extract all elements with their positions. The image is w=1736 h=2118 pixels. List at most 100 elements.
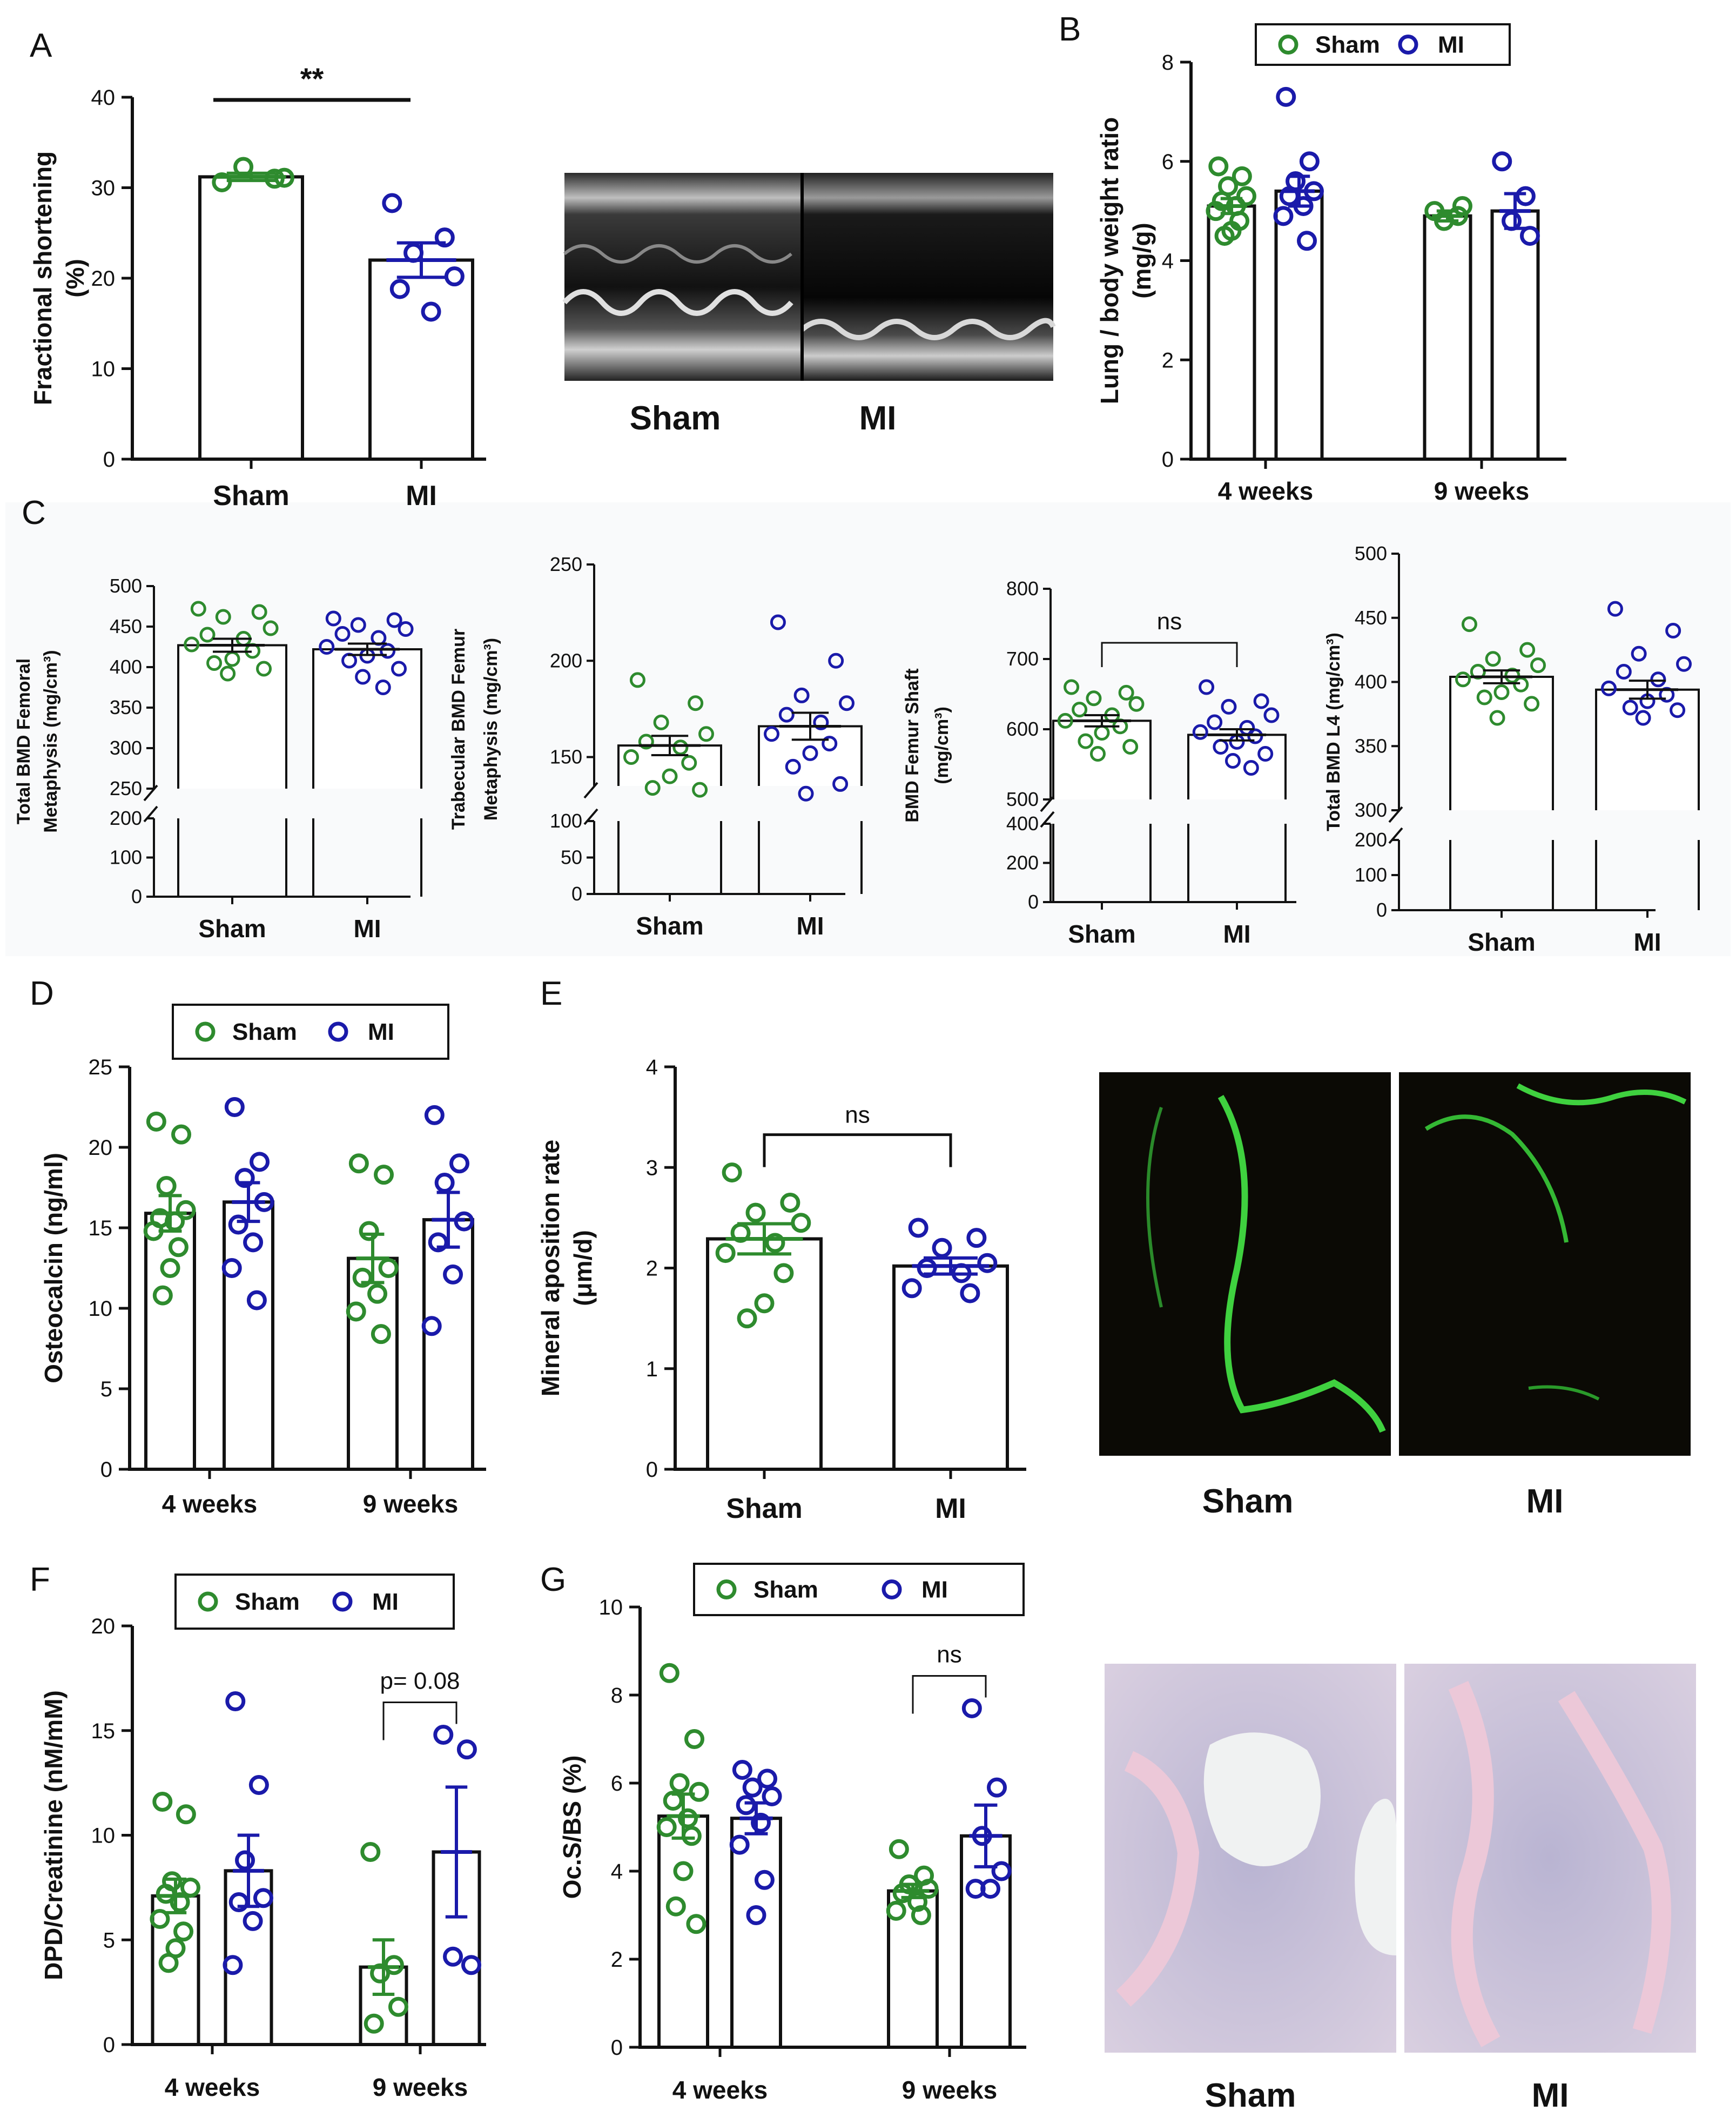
chart-e: E 0 1 2 3 4 Mineral aposition rate (μm/d) Sham MI… — [536, 975, 1026, 1524]
C2-y-axis-label-0: Trabecular BMD Femur — [448, 629, 469, 830]
F-4-weeks-mi-point-0 — [225, 1691, 246, 1711]
B-4-weeks-mi-bar — [1274, 189, 1324, 461]
F-y-axis-label-0: DPD/Creatinine (nM/mM) — [39, 1690, 68, 1980]
C2-mi-bar-lower — [758, 821, 863, 894]
F-legend-label-sham: Sham — [235, 1589, 300, 1615]
C3-sham-point-9 — [1078, 733, 1094, 749]
C2-mi-point-2 — [793, 687, 810, 703]
A-category-mi: MI — [406, 480, 437, 512]
C1-sham-point-9 — [206, 655, 223, 671]
B-ytick-label-8: 8 — [1162, 51, 1174, 75]
fluorescence-label-mi: MI — [1526, 1483, 1564, 1520]
C4-ytick-low-label-0: 0 — [1376, 899, 1387, 921]
C1-sham-point-0 — [190, 601, 206, 617]
C1-ytick-label-300: 300 — [110, 737, 142, 759]
A-ytick-label-20: 20 — [91, 267, 116, 291]
echo-image-sham — [564, 173, 802, 381]
B-ytick-label-0: 0 — [1162, 448, 1174, 472]
F-4-weeks-sham-point-6 — [150, 1909, 170, 1929]
C1-ytick-label-500: 500 — [110, 575, 142, 597]
C1-mi-point-6 — [319, 639, 335, 655]
C1-sham-point-4 — [199, 627, 216, 643]
C2-ytick-label-150: 150 — [550, 746, 582, 768]
D-ytick-label-20: 20 — [89, 1136, 113, 1160]
G-4-weeks-sham-point-6 — [656, 1817, 677, 1837]
C2-sham-point-9 — [644, 780, 661, 796]
D-9-weeks-sham-point-1 — [374, 1165, 394, 1185]
C4-sham-point-9 — [1476, 689, 1492, 705]
F-4-weeks-mi-point-2 — [235, 1850, 255, 1871]
C3-sig-label: ns — [1157, 608, 1182, 635]
F-ytick-label-20: 20 — [91, 1615, 116, 1638]
panel-letter-b: B — [1059, 11, 1081, 48]
C4-mi-point-2 — [1631, 646, 1647, 662]
B-4-weeks-mi-point-6 — [1273, 206, 1294, 226]
chart-c3: 500 600 700 800 0 200 400 BMD Femur Shaft (mg/cm… — [902, 577, 1296, 948]
C1-mi-point-7 — [380, 643, 396, 659]
C3-ytick-low-label-0: 0 — [1028, 891, 1039, 913]
D-9-weeks-sham-point-4 — [352, 1267, 373, 1288]
C1-mi-point-10 — [391, 661, 407, 677]
C4-sham-point-0 — [1461, 616, 1477, 633]
echo-divider — [800, 173, 804, 381]
C4-mi-point-6 — [1601, 680, 1617, 696]
G-ytick-label-8: 8 — [611, 1684, 623, 1707]
C1-ytick-label-250: 250 — [110, 777, 142, 799]
D-ytick-label-5: 5 — [100, 1377, 112, 1401]
D-4-weeks-sham-point-3 — [176, 1200, 196, 1220]
D-4-weeks-mi-point-2 — [234, 1168, 255, 1188]
G-legend-label-mi: MI — [921, 1577, 948, 1603]
C3-sham-point-3 — [1128, 696, 1145, 712]
E-sham-point-2 — [745, 1202, 766, 1223]
C2-sham-point-10 — [692, 782, 708, 798]
E-sham-point-8 — [754, 1293, 775, 1314]
C1-axis-break-0 — [143, 784, 158, 802]
F-9-weeks-mi-point-2 — [443, 1946, 463, 1967]
panel-letter-e: E — [540, 975, 562, 1012]
fluorescence-images: Sham MI — [1099, 1072, 1691, 1520]
C2-sham-point-0 — [629, 672, 645, 688]
D-4-weeks-mi-point-5 — [243, 1232, 264, 1253]
C3-sham-point-10 — [1122, 739, 1139, 755]
B-4-weeks-sham-point-9 — [1214, 226, 1235, 246]
F-4-weeks-sham-point-1 — [176, 1804, 196, 1825]
E-y-axis-label-1: (μm/d) — [569, 1230, 597, 1306]
C1-sham-point-2 — [215, 609, 231, 625]
echo-label-mi: MI — [859, 400, 897, 437]
B-4-weeks-sham-bar — [1207, 204, 1256, 461]
C1-sham-point-11 — [220, 665, 236, 682]
F-4-weeks-sham-point-0 — [152, 1792, 173, 1812]
D-legend-marker-mi — [328, 1021, 348, 1042]
B-9-weeks-mi-point-3 — [1519, 226, 1540, 246]
E-sham-point-3 — [791, 1213, 811, 1233]
chart-b: B 0 2 4 6 8 Lung / body weight ratio (mg/g) 4 we… — [1059, 11, 1566, 505]
G-4-weeks-mi-point-1 — [757, 1769, 778, 1789]
E-ytick-label-4: 4 — [646, 1055, 658, 1079]
A-mi-point-1 — [434, 227, 455, 248]
D-9-weeks-sham-point-0 — [348, 1153, 369, 1174]
D-9-weeks-mi-point-4 — [428, 1232, 448, 1253]
C3-ytick-label-500: 500 — [1006, 788, 1039, 810]
C2-sham-point-6 — [623, 749, 640, 765]
A-mi-point-4 — [389, 279, 410, 299]
G-4-weeks-sham-point-3 — [689, 1781, 709, 1802]
C3-sham-point-2 — [1086, 690, 1102, 707]
D-4-weeks-sham-point-0 — [146, 1111, 166, 1132]
F-sig-bracket — [382, 1702, 457, 1740]
trap-label-mi: MI — [1532, 2077, 1569, 2114]
trap-trabecula-mi-2 — [1558, 1691, 1671, 2034]
G-ytick-label-2: 2 — [611, 1948, 623, 1972]
fluorescence-label-line-mi-3 — [1528, 1385, 1600, 1401]
G-9-weeks-mi-point-1 — [987, 1777, 1007, 1798]
C1-mi-point-1 — [386, 612, 402, 628]
F-9-weeks-sham-point-1 — [383, 1955, 404, 1975]
C4-mi-point-0 — [1607, 601, 1623, 617]
F-ytick-label-0: 0 — [103, 2033, 115, 2057]
C1-mi-point-4 — [334, 626, 351, 642]
G-9-weeks-sham-point-7 — [911, 1905, 931, 1925]
B-legend-label-sham: Sham — [1315, 32, 1380, 58]
D-legend-marker-sham — [195, 1021, 216, 1042]
C2-ytick-low-label-100: 100 — [550, 810, 582, 832]
fluorescence-label-line-sham-2 — [1146, 1107, 1163, 1308]
